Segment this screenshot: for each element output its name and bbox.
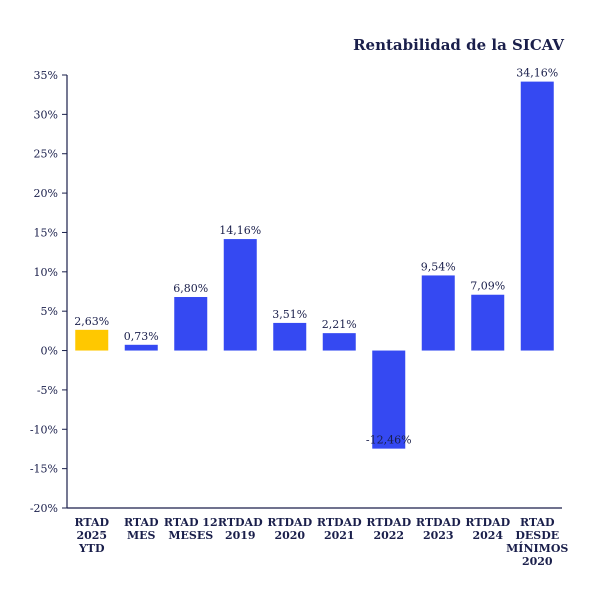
category-label-2-line-1: MESES	[168, 529, 213, 542]
data-label-9: 34,16%	[516, 67, 558, 80]
chart-title: Rentabilidad de la SICAV	[353, 36, 564, 54]
category-label-7: RTDAD 2023	[416, 516, 461, 542]
bar-3	[223, 239, 257, 351]
category-label-8-line-1: 2024	[472, 529, 503, 542]
y-tick-label-5: 10%	[34, 266, 58, 279]
category-label-9: RTAD DESDE MÍNIMOS 2020	[506, 516, 568, 568]
category-label-9-line-2: MÍNIMOS	[506, 541, 568, 555]
category-label-4: RTDAD 2020	[267, 516, 312, 542]
y-tick-label-3: 20%	[34, 187, 58, 200]
category-label-6: RTDAD 2022	[366, 516, 411, 542]
data-label-5: 2,21%	[322, 318, 357, 331]
bar-8	[471, 294, 505, 351]
category-label-4-line-1: 2020	[274, 529, 305, 542]
y-tick-label-2: 25%	[34, 148, 58, 161]
data-label-4: 3,51%	[272, 308, 307, 321]
category-label-9-line-0: RTAD	[520, 516, 555, 529]
y-tick-label-8: -5%	[37, 384, 58, 397]
category-label-3-line-1: 2019	[225, 529, 256, 542]
bar-0	[75, 329, 109, 351]
category-label-5-line-0: RTDAD	[317, 516, 362, 529]
category-label-3-line-0: RTDAD	[218, 516, 263, 529]
data-label-0: 2,63%	[74, 315, 109, 328]
data-label-7: 9,54%	[421, 260, 456, 273]
category-label-3: RTDAD 2019	[218, 516, 263, 542]
category-label-9-line-3: 2020	[522, 555, 553, 568]
data-label-8: 7,09%	[470, 280, 505, 293]
category-label-7-line-0: RTDAD	[416, 516, 461, 529]
category-label-9-line-1: DESDE	[515, 529, 559, 542]
category-label-1: RTAD MES	[124, 516, 159, 542]
category-label-6-line-1: 2022	[373, 529, 404, 542]
y-tick-label-1: 30%	[34, 108, 58, 121]
category-label-2-line-0: RTAD 12	[164, 516, 218, 529]
bar-6	[372, 350, 406, 449]
data-label-6: -12,46%	[366, 434, 412, 447]
category-label-1-line-1: MES	[127, 529, 156, 542]
category-label-8: RTDAD 2024	[465, 516, 510, 542]
category-label-2: RTAD 12 MESES	[164, 516, 218, 542]
y-tick-label-10: -15%	[30, 463, 58, 476]
y-tick-label-7: 0%	[41, 345, 58, 358]
bar-9	[520, 81, 554, 351]
category-label-0-line-0: RTAD	[74, 516, 109, 529]
category-label-0: RTAD 2025 YTD	[74, 516, 109, 555]
bar-2	[174, 297, 208, 351]
category-label-4-line-0: RTDAD	[267, 516, 312, 529]
y-tick-label-9: -10%	[30, 423, 58, 436]
bar-4	[273, 322, 307, 351]
category-label-5-line-1: 2021	[324, 529, 355, 542]
category-label-0-line-1: 2025	[76, 529, 107, 542]
y-tick-label-6: 5%	[41, 305, 58, 318]
bar-1	[124, 344, 158, 351]
category-label-5: RTDAD 2021	[317, 516, 362, 542]
category-label-7-line-1: 2023	[423, 529, 454, 542]
data-label-3: 14,16%	[219, 224, 261, 237]
y-tick-label-11: -20%	[30, 502, 58, 515]
bar-5	[322, 333, 356, 351]
category-label-8-line-0: RTDAD	[465, 516, 510, 529]
y-tick-label-4: 15%	[34, 226, 58, 239]
data-label-1: 0,73%	[124, 330, 159, 343]
bar-7	[421, 275, 455, 351]
category-label-6-line-0: RTDAD	[366, 516, 411, 529]
category-label-1-line-0: RTAD	[124, 516, 159, 529]
y-tick-label-0: 35%	[34, 69, 58, 82]
category-label-0-line-2: YTD	[78, 542, 105, 555]
data-label-2: 6,80%	[173, 282, 208, 295]
